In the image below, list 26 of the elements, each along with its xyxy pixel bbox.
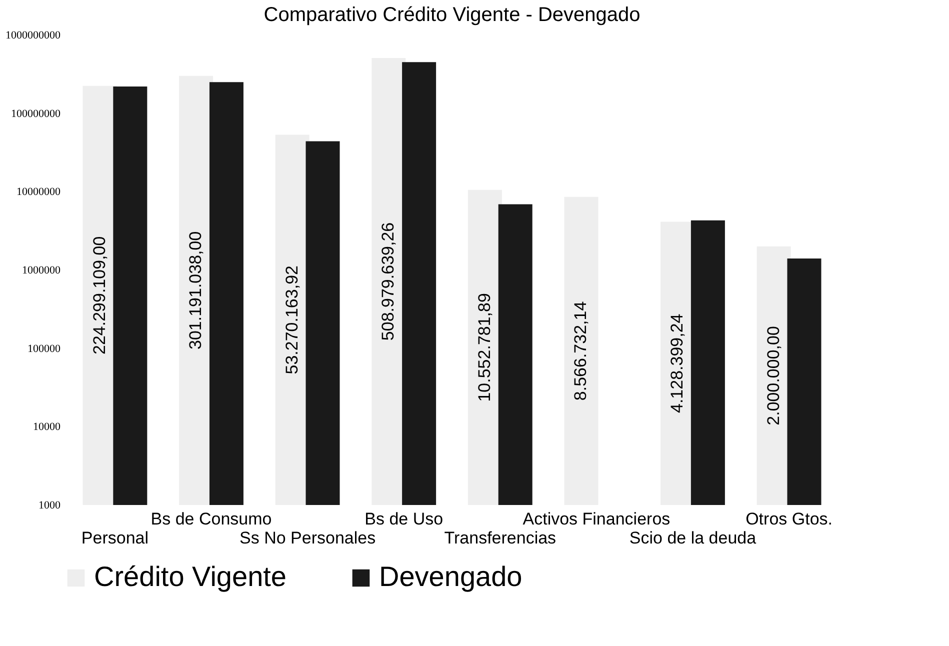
- legend-label: Crédito Vigente: [94, 561, 286, 592]
- y-tick-label: 10000: [33, 421, 61, 434]
- data-label: 224.299.109,00: [90, 236, 109, 355]
- data-label: 4.128.399,24: [668, 314, 687, 414]
- data-label: 10.552.781,89: [474, 293, 494, 402]
- x-tick-label: Transferencias: [444, 528, 556, 548]
- y-tick-label: 1000000000: [6, 30, 61, 42]
- x-tick-label: Bs de Uso: [364, 510, 444, 528]
- data-label: 508.979.639,26: [378, 222, 398, 341]
- chart-title: Comparativo Crédito Vigente - Devengado: [264, 4, 640, 26]
- y-tick-label: 1000000: [22, 264, 61, 276]
- y-tick-label: 10000000: [16, 186, 61, 198]
- x-tick-label: Bs de Consumo: [150, 510, 272, 528]
- data-label: 2.000.000,00: [764, 326, 783, 426]
- x-tick-label: Ss No Personales: [240, 528, 376, 548]
- y-tick-label: 100000000: [11, 108, 61, 120]
- x-tick-label: Scio de la deuda: [629, 528, 757, 548]
- x-tick-label: Activos Financieros: [522, 510, 670, 528]
- data-label: 53.270.163,92: [282, 266, 302, 374]
- data-label: 301.191.038,00: [186, 231, 206, 350]
- legend-label: Devengado: [379, 561, 522, 592]
- y-tick-label: 100000: [28, 342, 61, 355]
- y-tick-label: 1000: [38, 500, 61, 512]
- data-label: 8.566.732,14: [571, 301, 590, 401]
- x-tick-label: Otros Gtos.: [746, 510, 832, 528]
- x-tick-label: Personal: [81, 528, 149, 548]
